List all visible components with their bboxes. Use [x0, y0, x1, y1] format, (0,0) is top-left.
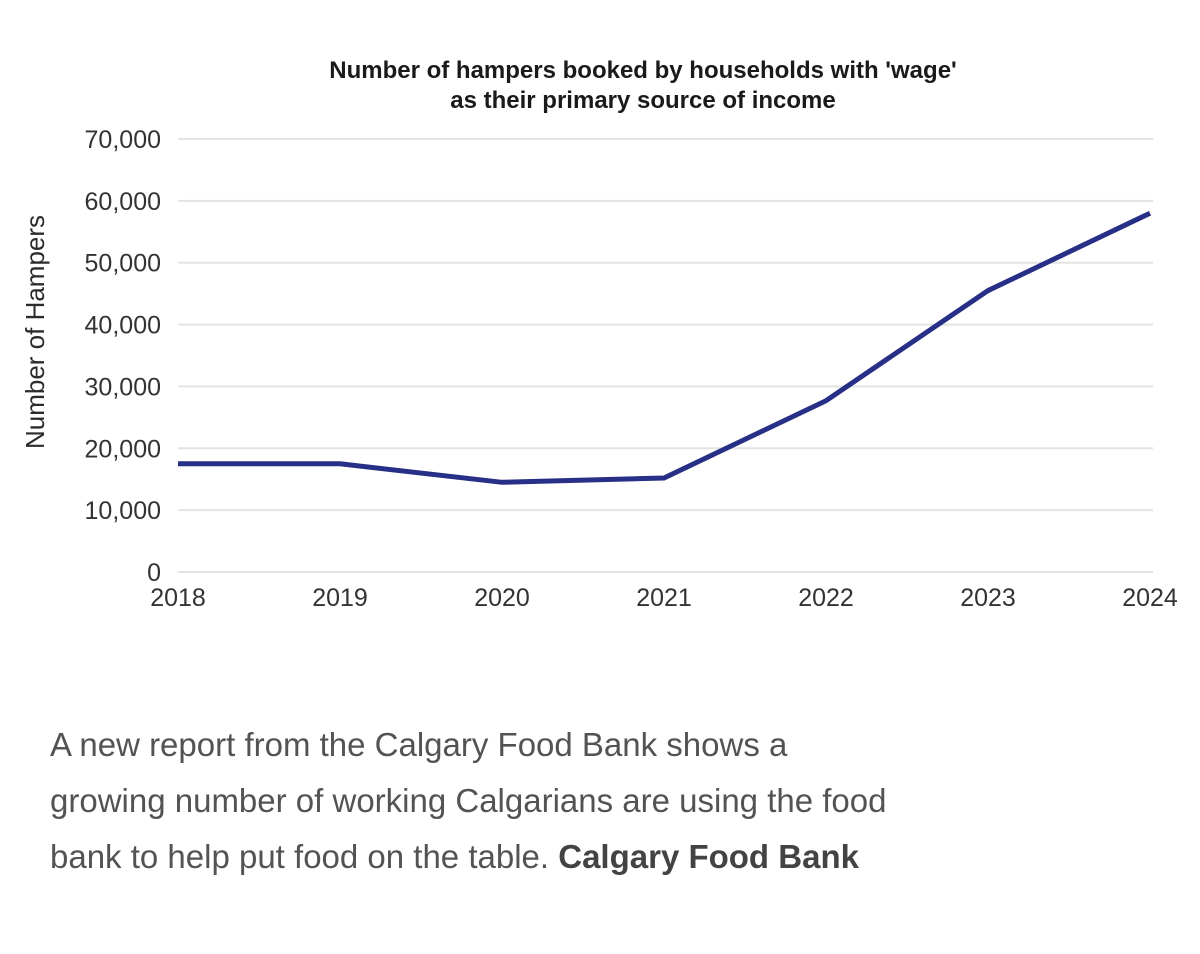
y-tick-label: 70,000 [85, 126, 161, 154]
x-tick-labels: 2018 2019 2020 2021 2022 2023 2024 [150, 584, 1178, 612]
caption-line3: bank to help put food on the table. Calg… [50, 829, 1150, 885]
x-tick-label: 2021 [636, 584, 692, 612]
x-tick-label: 2023 [960, 584, 1016, 612]
y-tick-labels: 0 10,000 20,000 30,000 40,000 50,000 60,000 70,… [85, 126, 161, 587]
y-tick-label: 50,000 [85, 250, 161, 278]
hampers-line-chart: Number of hampers booked by households w… [20, 57, 1178, 612]
y-tick-label: 10,000 [85, 497, 161, 525]
x-tick-label: 2022 [798, 584, 854, 612]
y-tick-label: 20,000 [85, 435, 161, 463]
y-tick-label: 30,000 [85, 373, 161, 401]
caption-line1: A new report from the Calgary Food Bank … [50, 726, 788, 763]
y-axis-title: Number of Hampers [20, 215, 50, 449]
y-tick-label: 0 [147, 559, 161, 587]
x-tick-label: 2019 [312, 584, 368, 612]
caption-credit: Calgary Food Bank [558, 838, 859, 875]
chart-title-line2: as their primary source of income [450, 87, 835, 114]
y-tick-label: 40,000 [85, 312, 161, 340]
x-tick-label: 2018 [150, 584, 206, 612]
y-tick-label: 60,000 [85, 188, 161, 216]
caption-line2: growing number of working Calgarians are… [50, 782, 887, 819]
chart-title-line1: Number of hampers booked by households w… [329, 57, 957, 84]
x-tick-label: 2020 [474, 584, 530, 612]
caption: A new report from the Calgary Food Bank … [50, 717, 1150, 885]
data-line [178, 210, 1152, 485]
gridlines [178, 138, 1153, 573]
caption-line3-text: bank to help put food on the table. [50, 838, 559, 875]
x-tick-label: 2024 [1122, 584, 1178, 612]
